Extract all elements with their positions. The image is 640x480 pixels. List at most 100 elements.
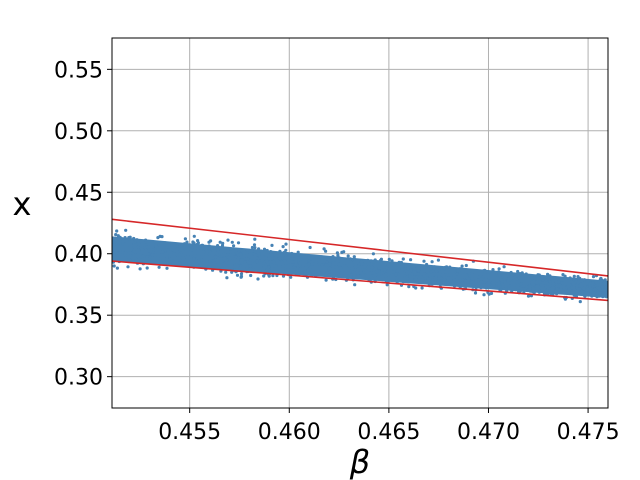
scatter-point bbox=[551, 279, 555, 283]
plot-frame bbox=[111, 37, 609, 409]
scatter-point bbox=[497, 270, 501, 274]
scatter-point bbox=[216, 244, 220, 248]
scatter-point bbox=[381, 261, 385, 265]
scatter-point bbox=[239, 272, 244, 276]
scatter-point bbox=[201, 252, 205, 256]
scatter-point bbox=[486, 270, 490, 274]
scatter-point bbox=[194, 259, 198, 263]
scatter-point bbox=[507, 287, 511, 291]
scatter-point bbox=[218, 240, 222, 244]
scatter-point bbox=[213, 255, 218, 259]
scatter-point bbox=[258, 256, 262, 260]
scatter-point bbox=[270, 243, 274, 247]
scatter-point bbox=[468, 283, 473, 288]
scatter-point bbox=[528, 287, 532, 291]
scatter-point bbox=[225, 253, 229, 257]
scatter-point bbox=[245, 248, 250, 252]
scatter-point bbox=[366, 258, 370, 262]
scatter-point bbox=[249, 258, 253, 263]
scatter-point bbox=[172, 247, 176, 251]
scatter-point bbox=[290, 251, 294, 256]
scatter-point bbox=[284, 248, 288, 252]
scatter-point bbox=[443, 270, 447, 274]
scatter-point bbox=[154, 242, 158, 246]
scatter-point bbox=[191, 240, 195, 244]
scatter-point bbox=[372, 271, 376, 275]
scatter-point bbox=[126, 265, 130, 269]
scatter-point bbox=[590, 294, 594, 298]
scatter-point bbox=[502, 277, 506, 281]
scatter-point bbox=[127, 257, 131, 261]
scatter-point bbox=[238, 266, 242, 270]
scatter-point bbox=[506, 281, 510, 285]
bound-line bbox=[112, 218, 608, 277]
scatter-point bbox=[518, 286, 522, 290]
scatter-point bbox=[124, 228, 128, 232]
scatter-point bbox=[250, 245, 254, 250]
scatter-point bbox=[589, 290, 593, 294]
scatter-point bbox=[600, 285, 605, 289]
scatter-point bbox=[196, 239, 200, 243]
scatter-point bbox=[526, 294, 531, 298]
scatter-point bbox=[292, 268, 296, 272]
scatter-point bbox=[132, 244, 136, 248]
scatter-point bbox=[112, 256, 116, 260]
scatter-point bbox=[121, 248, 125, 252]
scatter-point bbox=[583, 294, 587, 298]
scatter-point bbox=[461, 271, 465, 275]
scatter-point bbox=[168, 257, 172, 261]
scatter-point bbox=[518, 289, 522, 293]
scatter-point bbox=[137, 249, 141, 253]
scatter-point bbox=[177, 257, 181, 261]
scatter-point bbox=[488, 283, 492, 287]
scatter-point bbox=[150, 256, 155, 260]
scatter-point bbox=[277, 264, 281, 268]
scatter-point bbox=[237, 248, 241, 252]
scatter-point bbox=[572, 281, 576, 285]
scatter-point bbox=[567, 287, 572, 291]
scatter-point bbox=[339, 266, 343, 270]
scatter-point bbox=[139, 239, 143, 243]
scatter-point bbox=[199, 255, 204, 259]
scatter-point bbox=[509, 277, 513, 281]
scatter-point bbox=[223, 249, 227, 253]
scatter-point bbox=[384, 272, 388, 276]
scatter-point bbox=[369, 259, 373, 263]
scatter-point bbox=[263, 269, 267, 273]
scatter-point bbox=[521, 284, 525, 288]
scatter-point bbox=[307, 262, 311, 266]
scatter-point bbox=[343, 274, 347, 278]
y-axis-ticks: 0.30 0.35 0.40 0.45 0.50 0.55 bbox=[54, 58, 112, 391]
scatter-point bbox=[145, 266, 149, 270]
scatter-point bbox=[546, 272, 550, 276]
scatter-point bbox=[492, 281, 496, 285]
scatter-point bbox=[178, 242, 182, 246]
scatter-point bbox=[281, 265, 285, 269]
scatter-point bbox=[403, 277, 407, 281]
scatter-point bbox=[410, 272, 414, 276]
scatter-point bbox=[347, 264, 352, 268]
scatter-point bbox=[310, 260, 314, 264]
scatter-point bbox=[464, 263, 468, 268]
scatter-point bbox=[225, 276, 229, 280]
scatter-point bbox=[586, 287, 590, 292]
scatter-point bbox=[160, 235, 164, 239]
scatter-point bbox=[192, 257, 196, 261]
scatter-point bbox=[182, 242, 187, 246]
scatter-point bbox=[390, 259, 394, 263]
scatter-point bbox=[583, 291, 587, 295]
scatter-point bbox=[347, 269, 352, 273]
scatter-point bbox=[270, 266, 274, 270]
scatter-point bbox=[205, 258, 209, 262]
scatter-point bbox=[491, 268, 495, 272]
scatter-point bbox=[337, 262, 341, 266]
scatter-point bbox=[381, 268, 385, 272]
scatter-point bbox=[253, 253, 257, 257]
scatter-point bbox=[575, 286, 579, 290]
scatter-point bbox=[267, 254, 271, 258]
scatter-point bbox=[557, 280, 561, 284]
scatter-point bbox=[242, 253, 246, 257]
scatter-point bbox=[193, 246, 197, 250]
scatter-point bbox=[463, 272, 467, 276]
scatter-point bbox=[425, 262, 429, 267]
